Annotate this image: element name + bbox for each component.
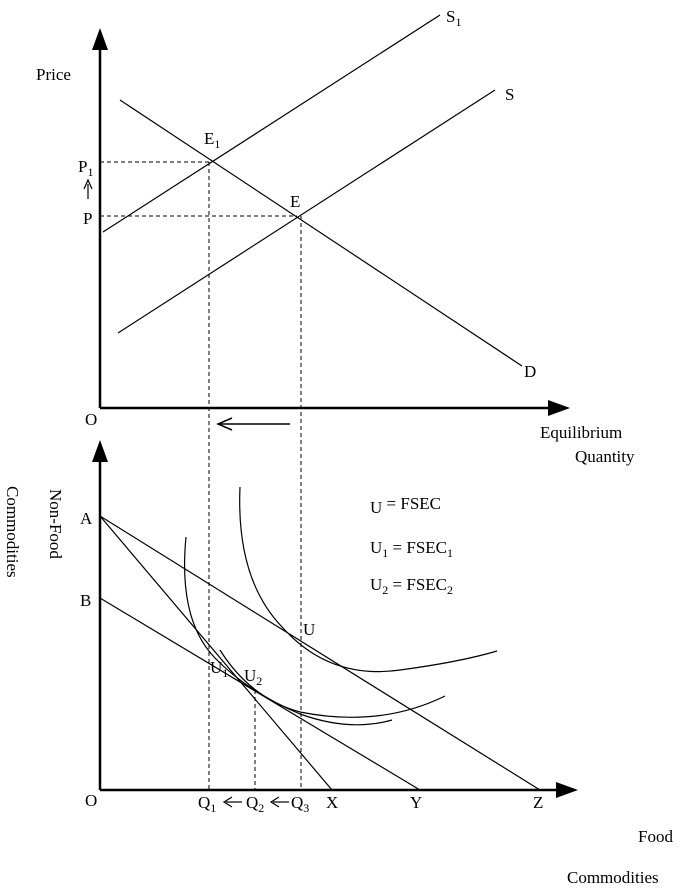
- supply-s-label: S: [505, 85, 514, 104]
- top-y-axis-arrowhead: [92, 28, 108, 50]
- budget-line-az: [100, 516, 540, 790]
- equilibrium-e1-label: E1: [204, 129, 220, 151]
- bottom-y-axis-arrowhead: [92, 440, 108, 462]
- point-y-label: Y: [410, 793, 422, 812]
- legend-row-u2: U2 = FSEC2: [370, 575, 453, 597]
- price-p1-label: P1: [78, 157, 93, 179]
- top-x-axis-label-line1: Equilibrium: [540, 423, 622, 442]
- q3-label: Q3: [291, 793, 309, 815]
- bottom-origin-label: O: [85, 791, 97, 810]
- point-z-label: Z: [533, 793, 543, 812]
- indifference-curve-u1: [185, 537, 392, 725]
- bottom-y-axis-label-line1: Non-Food: [46, 489, 65, 559]
- q2-label: Q2: [246, 793, 264, 815]
- indifference-curve-u: [240, 487, 497, 672]
- top-x-axis-arrowhead: [548, 400, 570, 416]
- u-point-label: U: [303, 620, 315, 639]
- point-b-label: B: [80, 591, 91, 610]
- legend: U = FSEC U1 = FSEC1 U2 = FSEC2: [370, 494, 453, 597]
- supply-curve-s1: [103, 15, 440, 232]
- q1-label: Q1: [198, 793, 216, 815]
- u2-point-label: U2: [244, 666, 262, 688]
- supply-curve-s: [118, 90, 495, 333]
- bottom-x-axis-label-line2: Commodities: [567, 868, 659, 887]
- bottom-panel: O A B X Y Z Q1 Q2 Q3 U U1 U2 U = FSEC U1…: [3, 440, 673, 887]
- top-panel: Price O Equilibrium Quantity S1 S D E1 E…: [36, 7, 635, 466]
- legend-row-u1: U1 = FSEC1: [370, 538, 453, 560]
- legend-row-u: U = FSEC: [370, 494, 441, 517]
- budget-line-ay: [100, 516, 332, 790]
- supply-s1-label: S1: [446, 7, 461, 29]
- top-y-axis-label: Price: [36, 65, 71, 84]
- point-x-label: X: [326, 793, 338, 812]
- demand-d-label: D: [524, 362, 536, 381]
- point-a-label: A: [80, 509, 93, 528]
- bottom-x-axis-arrowhead: [556, 782, 578, 798]
- bottom-x-axis-label-line1: Food: [638, 827, 673, 846]
- price-p-label: P: [83, 209, 92, 228]
- demand-curve-d: [120, 100, 522, 366]
- top-x-axis-label-line2: Quantity: [575, 447, 635, 466]
- bottom-y-axis-label-line2: Commodities: [3, 486, 22, 578]
- top-origin-label: O: [85, 410, 97, 429]
- u1-point-label: U1: [210, 658, 228, 680]
- equilibrium-e-label: E: [290, 192, 300, 211]
